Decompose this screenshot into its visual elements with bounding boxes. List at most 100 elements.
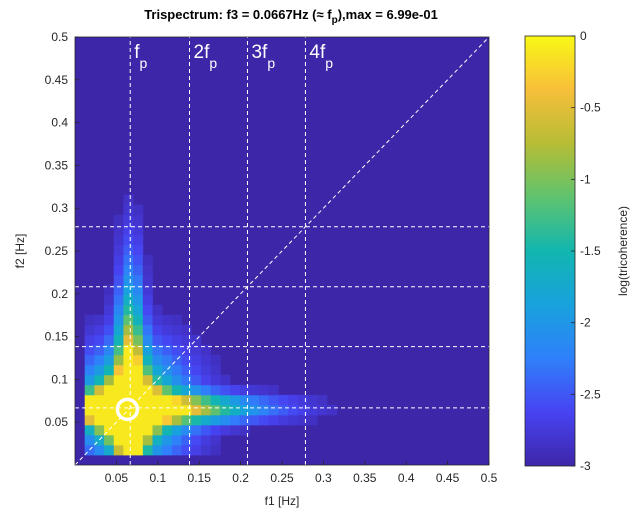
heatmap-cell — [162, 444, 173, 456]
heatmap-cell — [162, 384, 173, 396]
heatmap-cell — [123, 314, 134, 326]
heatmap-cell — [181, 444, 192, 456]
heatmap-cell — [142, 374, 153, 386]
heatmap-cell — [104, 294, 115, 306]
heatmap-cell — [123, 234, 134, 246]
heatmap-cell — [230, 384, 241, 396]
heatmap-cell — [133, 424, 144, 436]
y-tick-label: 0.4 — [51, 116, 68, 130]
heatmap-cell — [171, 364, 182, 376]
heatmap-cell — [133, 364, 144, 376]
heatmap-cell — [133, 264, 144, 276]
heatmap-cell — [220, 374, 231, 386]
x-tick-label: 0.45 — [436, 471, 460, 485]
heatmap-cell — [152, 374, 163, 386]
x-tick-label: 0.05 — [105, 471, 129, 485]
heatmap-cell — [210, 434, 221, 446]
heatmap-cell — [200, 354, 212, 366]
heatmap-cell — [104, 324, 115, 336]
harmonic-label: 2fp — [194, 42, 218, 71]
heatmap-cell — [133, 244, 144, 256]
heatmap-cell — [152, 414, 163, 426]
heatmap-cell — [317, 404, 328, 416]
heatmap-cell — [94, 374, 105, 386]
heatmap-cell — [307, 394, 318, 406]
heatmap-cell — [123, 264, 134, 276]
heatmap-cell — [123, 424, 134, 436]
heatmap-cell — [288, 414, 299, 426]
heatmap-cell — [104, 334, 115, 346]
chart-title-tail: ),max = 6.99e-01 — [338, 7, 438, 22]
heatmap-cell — [142, 434, 153, 446]
heatmap-cell — [191, 364, 202, 376]
heatmap-cell — [220, 384, 231, 396]
heatmap-cell — [162, 334, 173, 346]
heatmap-cell — [171, 354, 182, 366]
heatmap-cell — [259, 384, 270, 396]
heatmap-cell — [133, 414, 144, 426]
heatmap-cell — [94, 414, 105, 426]
heatmap-cell — [249, 404, 260, 416]
heatmap-cell — [200, 414, 212, 426]
heatmap-cell — [230, 414, 241, 426]
colorbar-tick-label: -1 — [580, 172, 591, 186]
heatmap-cell — [133, 374, 144, 386]
heatmap-cell — [123, 224, 134, 236]
heatmap-cell — [152, 314, 163, 326]
heatmap-cell — [84, 394, 95, 406]
heatmap-cell — [278, 394, 289, 406]
heatmap-cell — [259, 404, 270, 416]
heatmap-cell — [230, 404, 241, 416]
heatmap-cell — [113, 264, 124, 276]
heatmap-cell — [113, 434, 124, 446]
x-axis-label: f1 [Hz] — [265, 494, 300, 508]
heatmap-cell — [84, 444, 95, 456]
heatmap-cell — [94, 324, 105, 336]
heatmap-cell — [249, 414, 260, 426]
heatmap-cell — [142, 354, 153, 366]
heatmap-cell — [123, 304, 134, 316]
heatmap-cell — [152, 384, 163, 396]
heatmap-cell — [317, 394, 328, 406]
heatmap-cell — [123, 344, 134, 356]
x-tick-label: 0.5 — [481, 471, 498, 485]
heatmap-cell — [181, 424, 192, 436]
heatmap-cell — [142, 404, 153, 416]
heatmap-cell — [123, 384, 134, 396]
heatmap-cell — [123, 334, 134, 346]
heatmap-cell — [191, 394, 202, 406]
heatmap-cell — [133, 444, 144, 456]
y-axis-ticks: 0.05 0.1 0.15 0.2 0.25 0.3 0.35 0.4 0.45 0.5 — [45, 30, 79, 429]
heatmap-cell — [162, 414, 173, 426]
harmonic-labels: fp 2fp 3fp 4fp — [134, 42, 333, 71]
heatmap-cell — [210, 394, 221, 406]
heatmap-cell — [104, 444, 115, 456]
chart-title: Trispectrum: f3 = 0.0667Hz (≈ fp),max = … — [144, 7, 438, 26]
heatmap-cell — [113, 324, 124, 336]
heatmap-cell — [162, 364, 173, 376]
heatmap-cell — [94, 314, 105, 326]
heatmap-cell — [133, 394, 144, 406]
heatmap-cell — [181, 404, 192, 416]
x-tick-label: 0.35 — [353, 471, 377, 485]
heatmap-cell — [123, 354, 134, 366]
heatmap-cell — [94, 334, 105, 346]
heatmap-cell — [123, 404, 134, 416]
heatmap-cell — [210, 354, 221, 366]
heatmap-cell — [171, 384, 182, 396]
x-tick-label: 0.25 — [270, 471, 294, 485]
heatmap-cell — [113, 334, 124, 346]
heatmap-cell — [200, 404, 212, 416]
heatmap-cell — [133, 384, 144, 396]
x-tick-label: 0.4 — [398, 471, 415, 485]
heatmap-cell — [239, 414, 250, 426]
heatmap-cell — [104, 394, 115, 406]
heatmap-cell — [123, 254, 134, 266]
heatmap-cell — [191, 344, 202, 356]
heatmap-cell — [191, 384, 202, 396]
heatmap-cell — [142, 284, 153, 296]
heatmap-cell — [113, 214, 124, 226]
heatmap-cell — [171, 344, 182, 356]
heatmap-cell — [220, 414, 231, 426]
heatmap-cell — [210, 414, 221, 426]
